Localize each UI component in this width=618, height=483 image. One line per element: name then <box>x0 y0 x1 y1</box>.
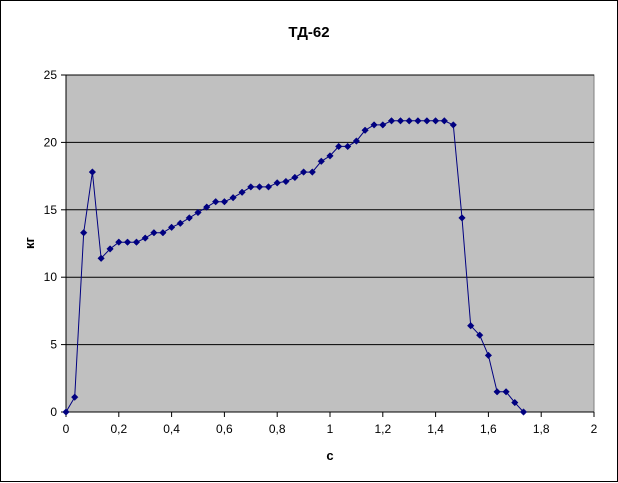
data-point <box>317 157 325 165</box>
data-series <box>62 117 528 416</box>
x-tick-label: 0,8 <box>269 422 286 436</box>
x-tick-label: 1,8 <box>533 422 550 436</box>
x-tick-label: 1 <box>327 422 334 436</box>
data-point <box>159 229 167 237</box>
y-tick-label: 5 <box>50 338 57 352</box>
gridlines <box>66 74 594 346</box>
y-tick-label: 15 <box>44 203 58 217</box>
data-point <box>511 398 519 407</box>
x-axis-label: с <box>326 448 333 463</box>
y-axis-label: кг <box>22 236 37 249</box>
data-point <box>62 408 70 416</box>
data-point <box>71 393 79 401</box>
data-point <box>361 126 369 134</box>
data-point <box>308 168 316 176</box>
data-point <box>88 168 97 176</box>
data-point <box>97 254 105 262</box>
y-tick-label: 10 <box>44 270 58 284</box>
data-point <box>352 137 361 145</box>
y-tick-label: 20 <box>44 135 58 149</box>
data-point <box>387 117 396 125</box>
data-point <box>194 208 202 217</box>
data-point <box>229 194 237 202</box>
data-point <box>167 223 176 231</box>
data-point <box>335 142 343 151</box>
data-point <box>176 219 184 227</box>
x-tick-label: 1,4 <box>427 422 444 436</box>
data-point <box>115 238 123 246</box>
data-point <box>255 183 264 191</box>
data-point <box>493 388 501 396</box>
data-point <box>185 214 193 222</box>
data-point <box>379 121 387 129</box>
data-point <box>80 229 88 237</box>
x-tick-label: 0 <box>63 422 70 436</box>
x-tick-label: 0,2 <box>110 422 127 436</box>
y-tick-label: 25 <box>44 68 58 82</box>
data-point <box>247 183 255 191</box>
plot-area <box>65 74 595 413</box>
data-point <box>370 121 378 129</box>
tick-labels: 0 5 10 15 20 25 0 0,2 0,4 0,6 0,8 1 1,2 1,4 1,6 1,8 2 <box>44 68 598 436</box>
data-point <box>299 168 308 176</box>
x-tick-label: 2 <box>591 422 598 436</box>
data-point <box>440 117 448 125</box>
x-tick-label: 0,6 <box>216 422 233 436</box>
y-tick-label: 0 <box>50 405 57 419</box>
data-point <box>212 198 220 206</box>
data-point <box>203 203 211 211</box>
x-tick-label: 1,6 <box>480 422 497 436</box>
x-tick-label: 0,4 <box>163 422 180 436</box>
data-point <box>141 234 149 242</box>
data-point <box>458 214 466 222</box>
data-point <box>502 388 510 396</box>
data-point <box>282 177 290 186</box>
data-point <box>238 188 246 196</box>
data-point <box>344 142 352 151</box>
data-point <box>326 152 334 160</box>
data-point <box>396 117 405 125</box>
x-tick-label: 1,2 <box>374 422 391 436</box>
data-point <box>467 322 475 330</box>
data-point <box>476 331 484 339</box>
data-point <box>291 173 299 182</box>
data-point <box>484 351 493 360</box>
data-point <box>431 117 440 125</box>
data-point <box>405 117 413 125</box>
data-point <box>123 238 132 246</box>
data-point <box>273 179 281 187</box>
data-point <box>150 229 158 237</box>
data-point <box>264 183 273 191</box>
data-point <box>106 245 114 253</box>
data-point <box>220 198 229 206</box>
data-point <box>132 238 141 246</box>
chart-title: ТД-62 <box>288 24 329 41</box>
data-point <box>519 408 528 416</box>
data-point <box>414 117 422 125</box>
data-point <box>423 117 431 125</box>
data-point <box>449 121 457 129</box>
